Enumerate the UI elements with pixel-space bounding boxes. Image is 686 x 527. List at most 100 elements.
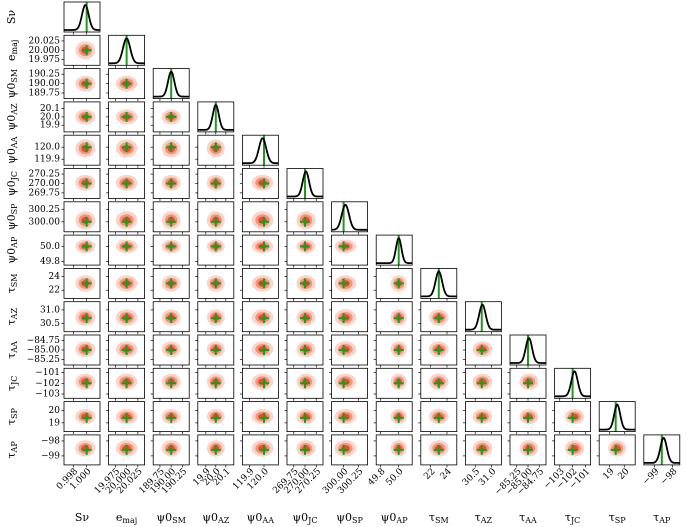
panel xyxy=(239,367,279,401)
panel-frame xyxy=(420,401,458,433)
panel xyxy=(195,201,235,235)
label-symbol: ψ0 xyxy=(157,511,173,524)
y-tick-label: 20.0 xyxy=(40,112,60,122)
truth-marker xyxy=(121,78,132,89)
truth-marker xyxy=(121,178,132,189)
x-tick-label: −99 xyxy=(641,467,662,488)
label-symbol: ψ0 xyxy=(247,511,263,524)
posterior-curve xyxy=(242,137,279,165)
panel xyxy=(61,301,101,335)
y-tick-label: 20 xyxy=(49,406,61,416)
truth-marker xyxy=(259,178,269,189)
posterior-blob xyxy=(81,144,90,152)
axis-label: ψ0AP xyxy=(381,511,408,525)
truth-marker xyxy=(121,111,132,122)
panel xyxy=(241,134,279,168)
x-tick-label: 22 xyxy=(422,467,437,482)
truth-marker xyxy=(81,241,92,252)
label-sub: AZ xyxy=(217,516,230,525)
panel-frame xyxy=(241,134,279,166)
panel xyxy=(373,401,413,435)
panel xyxy=(106,201,145,235)
panel xyxy=(61,68,101,102)
label-sub: SP xyxy=(10,203,19,214)
axis-label: Sν xyxy=(75,511,90,524)
axis-label: ψ0SM xyxy=(157,511,186,525)
panel xyxy=(375,234,413,268)
label-symbol: τ xyxy=(5,319,18,325)
panel-frame xyxy=(375,234,413,266)
panel-frame xyxy=(598,401,636,433)
truth-marker xyxy=(81,278,92,289)
posterior-curve xyxy=(554,370,591,398)
truth-marker xyxy=(121,444,132,455)
truth-marker xyxy=(523,444,533,455)
truth-marker xyxy=(121,412,132,423)
axis-label: ψ0SP xyxy=(5,203,19,230)
truth-marker xyxy=(210,241,221,252)
label-sub: SP xyxy=(10,408,19,419)
truth-marker xyxy=(259,216,269,227)
panel xyxy=(596,434,636,468)
panel xyxy=(150,267,190,301)
label-symbol: τ xyxy=(429,511,435,524)
y-tick-label: 31.0 xyxy=(40,305,60,315)
truth-marker xyxy=(610,444,621,455)
posterior-curve xyxy=(465,303,502,331)
x-tick-label: 50.0 xyxy=(384,467,405,488)
label-symbol: Sν xyxy=(5,10,18,25)
panel xyxy=(150,334,190,368)
truth-marker xyxy=(81,444,92,455)
panel xyxy=(63,1,101,35)
panel-frame xyxy=(598,434,636,466)
posterior-curve xyxy=(153,70,190,98)
panel xyxy=(61,234,101,268)
axis-label: τAZ xyxy=(5,308,19,326)
truth-marker xyxy=(81,142,92,153)
panel-frame xyxy=(331,434,369,466)
panel xyxy=(152,68,190,102)
panel xyxy=(329,234,369,268)
axis-label: ψ0AP xyxy=(5,236,19,263)
truth-marker xyxy=(121,142,132,153)
truth-marker xyxy=(210,142,221,153)
y-tick-label: 19.975 xyxy=(29,55,61,65)
label-sub: JC xyxy=(307,516,317,525)
x-tick-label: 20 xyxy=(616,467,631,482)
truth-marker xyxy=(393,313,404,324)
truth-marker xyxy=(433,444,444,455)
panel xyxy=(239,201,279,235)
label-symbol: τ xyxy=(5,385,18,391)
panel xyxy=(286,168,324,201)
panel-frame xyxy=(331,301,369,333)
label-symbol: τ xyxy=(475,511,481,524)
panel xyxy=(418,301,458,335)
panel xyxy=(106,267,145,301)
panel xyxy=(195,134,235,168)
panel xyxy=(106,101,145,135)
y-tick-label: 270.00 xyxy=(29,179,61,189)
truth-marker xyxy=(81,78,92,89)
axis-label: ψ0SP xyxy=(336,511,363,525)
axis-label: τJC xyxy=(565,511,580,525)
label-symbol: e xyxy=(116,511,123,524)
panel xyxy=(284,334,324,368)
panel-frame xyxy=(331,401,369,433)
truth-marker xyxy=(433,345,444,355)
truth-marker xyxy=(166,142,177,153)
truth-marker xyxy=(433,378,444,389)
panel xyxy=(373,267,413,301)
panel-frame xyxy=(464,401,502,433)
panel xyxy=(462,334,502,368)
truth-marker xyxy=(166,178,177,189)
label-symbol: ψ0 xyxy=(5,214,18,230)
truth-marker xyxy=(300,313,310,324)
panel xyxy=(552,401,591,435)
panel xyxy=(239,168,279,201)
label-sub: SM xyxy=(172,516,186,525)
y-tick-label: 50.0 xyxy=(40,242,60,252)
panel xyxy=(239,234,279,268)
truth-marker xyxy=(166,378,177,389)
panel xyxy=(507,434,547,468)
label-symbol: τ xyxy=(5,287,18,293)
